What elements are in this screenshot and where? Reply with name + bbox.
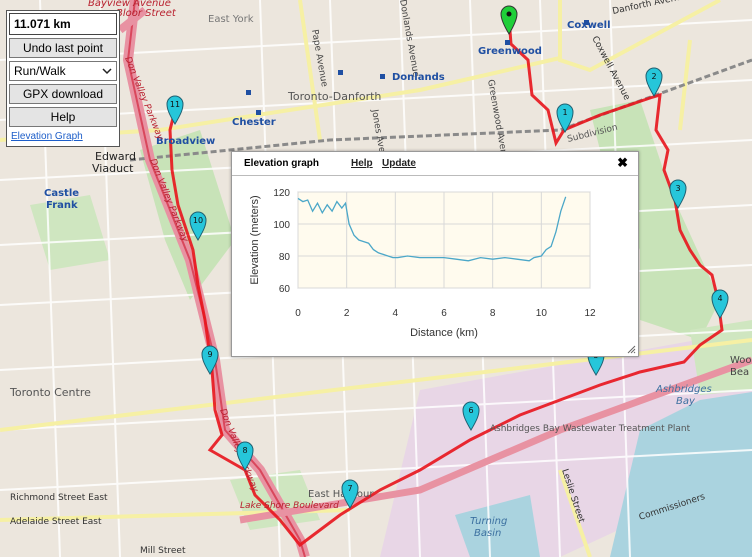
resize-handle-icon[interactable]	[626, 344, 636, 354]
y-tick-label: 100	[273, 220, 290, 231]
waypoint-marker-3[interactable]: 3	[669, 179, 687, 209]
x-tick-label: 2	[344, 308, 350, 319]
map-label-east-york: East York	[208, 14, 254, 25]
activity-mode-value: Run/Walk	[14, 64, 66, 78]
waypoint-marker-label: 9	[207, 350, 212, 359]
waypoint-marker-label: 3	[675, 184, 680, 193]
y-tick-label: 60	[279, 284, 291, 295]
elevation-graph-link[interactable]: Elevation Graph	[11, 131, 83, 142]
y-tick-label: 120	[273, 188, 290, 199]
map-label-donlands: Donlands	[392, 72, 445, 83]
map-label-coxwell: Coxwell	[567, 20, 611, 31]
waypoint-marker-1[interactable]: 1	[556, 103, 574, 133]
waypoint-marker-label: 4	[717, 294, 722, 303]
close-icon[interactable]: ✖	[617, 155, 628, 170]
route-control-panel: 11.071 km Undo last point Run/Walk GPX d…	[6, 10, 120, 147]
route-line	[168, 17, 724, 548]
waypoint-marker-11[interactable]: 11	[166, 95, 184, 125]
map-label-woo: Woo	[730, 355, 752, 366]
map-label-basin: Basin	[474, 528, 501, 539]
map-label-bay: Bay	[676, 396, 696, 407]
gpx-download-button[interactable]: GPX download	[9, 84, 117, 104]
x-tick-label: 0	[295, 308, 301, 319]
x-tick-label: 12	[584, 308, 596, 319]
map-label-richmond: Richmond Street East	[10, 493, 108, 503]
popup-help-link[interactable]: Help	[351, 158, 373, 169]
map-label-frank: Frank	[46, 200, 78, 211]
map-label-viaduct: Viaduct	[92, 162, 134, 175]
activity-mode-select[interactable]: Run/Walk	[9, 61, 117, 81]
x-tick-label: 4	[393, 308, 399, 319]
map-label-toronto-danforth: Toronto-Danforth	[287, 90, 381, 103]
popup-update-link[interactable]: Update	[382, 158, 416, 169]
map-label-broadview: Broadview	[156, 136, 215, 147]
elevation-series-line	[297, 196, 567, 262]
distance-readout: 11.071 km	[9, 13, 117, 35]
map-label-adelaide: Adelaide Street East	[10, 517, 102, 527]
waypoint-marker-label: 1	[562, 108, 567, 117]
y-axis-label: Elevation (meters)	[249, 195, 261, 284]
chevron-down-icon	[102, 67, 112, 74]
waypoint-marker-10[interactable]: 10	[189, 211, 207, 241]
x-axis-label: Distance (km)	[410, 327, 478, 339]
x-tick-label: 10	[536, 308, 548, 319]
waypoint-marker-9[interactable]: 9	[201, 345, 219, 375]
undo-last-point-button[interactable]: Undo last point	[9, 38, 117, 58]
map-label-east-harbour: East Harbour	[308, 489, 374, 500]
waypoint-marker-label: 11	[170, 100, 180, 109]
map-label-lake-shore: Lake Shore Boulevard	[240, 501, 339, 511]
map-label-toronto-centre: Toronto Centre	[9, 386, 91, 399]
map-label-ashbridges: Ashbridges	[655, 384, 712, 395]
x-tick-label: 8	[490, 308, 496, 319]
x-tick-label: 6	[441, 308, 447, 319]
map-label-greenwood: Greenwood	[478, 46, 542, 57]
waypoint-marker-2[interactable]: 2	[645, 67, 663, 97]
map-label-turning: Turning	[470, 516, 507, 527]
waypoint-marker-label: 10	[193, 216, 203, 225]
y-tick-label: 80	[279, 252, 291, 263]
map-label-bea: Bea	[730, 367, 749, 378]
map-label-mill: Mill Street	[140, 546, 186, 556]
waypoint-marker-label: 7	[347, 484, 352, 493]
waypoint-marker-6[interactable]: 6	[462, 401, 480, 431]
waypoint-marker-label: 8	[242, 446, 247, 455]
popup-title: Elevation graph	[244, 158, 320, 169]
elevation-chart: 0 2 4 6 8 10 12 60 80 100 120 Distance (km) Elevat…	[249, 188, 596, 339]
help-button[interactable]: Help	[9, 107, 117, 127]
waypoint-marker-4[interactable]: 4	[711, 289, 729, 319]
waypoint-marker-label: 2	[651, 72, 656, 81]
elevation-graph-popup: Elevation graph Help Update ✖ 0 2 4 6 8 10 12 6…	[231, 151, 639, 357]
map-label-bloor: Bloor Street	[116, 8, 177, 19]
waypoint-marker-8[interactable]: 8	[236, 441, 254, 471]
map-label-castle: Castle	[44, 188, 79, 199]
waypoint-marker-7[interactable]: 7	[341, 479, 359, 509]
popup-header: Elevation graph Help Update ✖	[232, 152, 638, 176]
waypoint-marker-label: 6	[468, 406, 473, 415]
route-start-marker[interactable]	[500, 5, 518, 35]
map-label-chester: Chester	[232, 117, 276, 128]
map-label-edward: Edward	[95, 150, 136, 163]
map-label-bayview: Bayview Avenue	[88, 0, 171, 9]
map-label-wastewater: Ashbridges Bay Wastewater Treatment Plan…	[490, 424, 691, 434]
